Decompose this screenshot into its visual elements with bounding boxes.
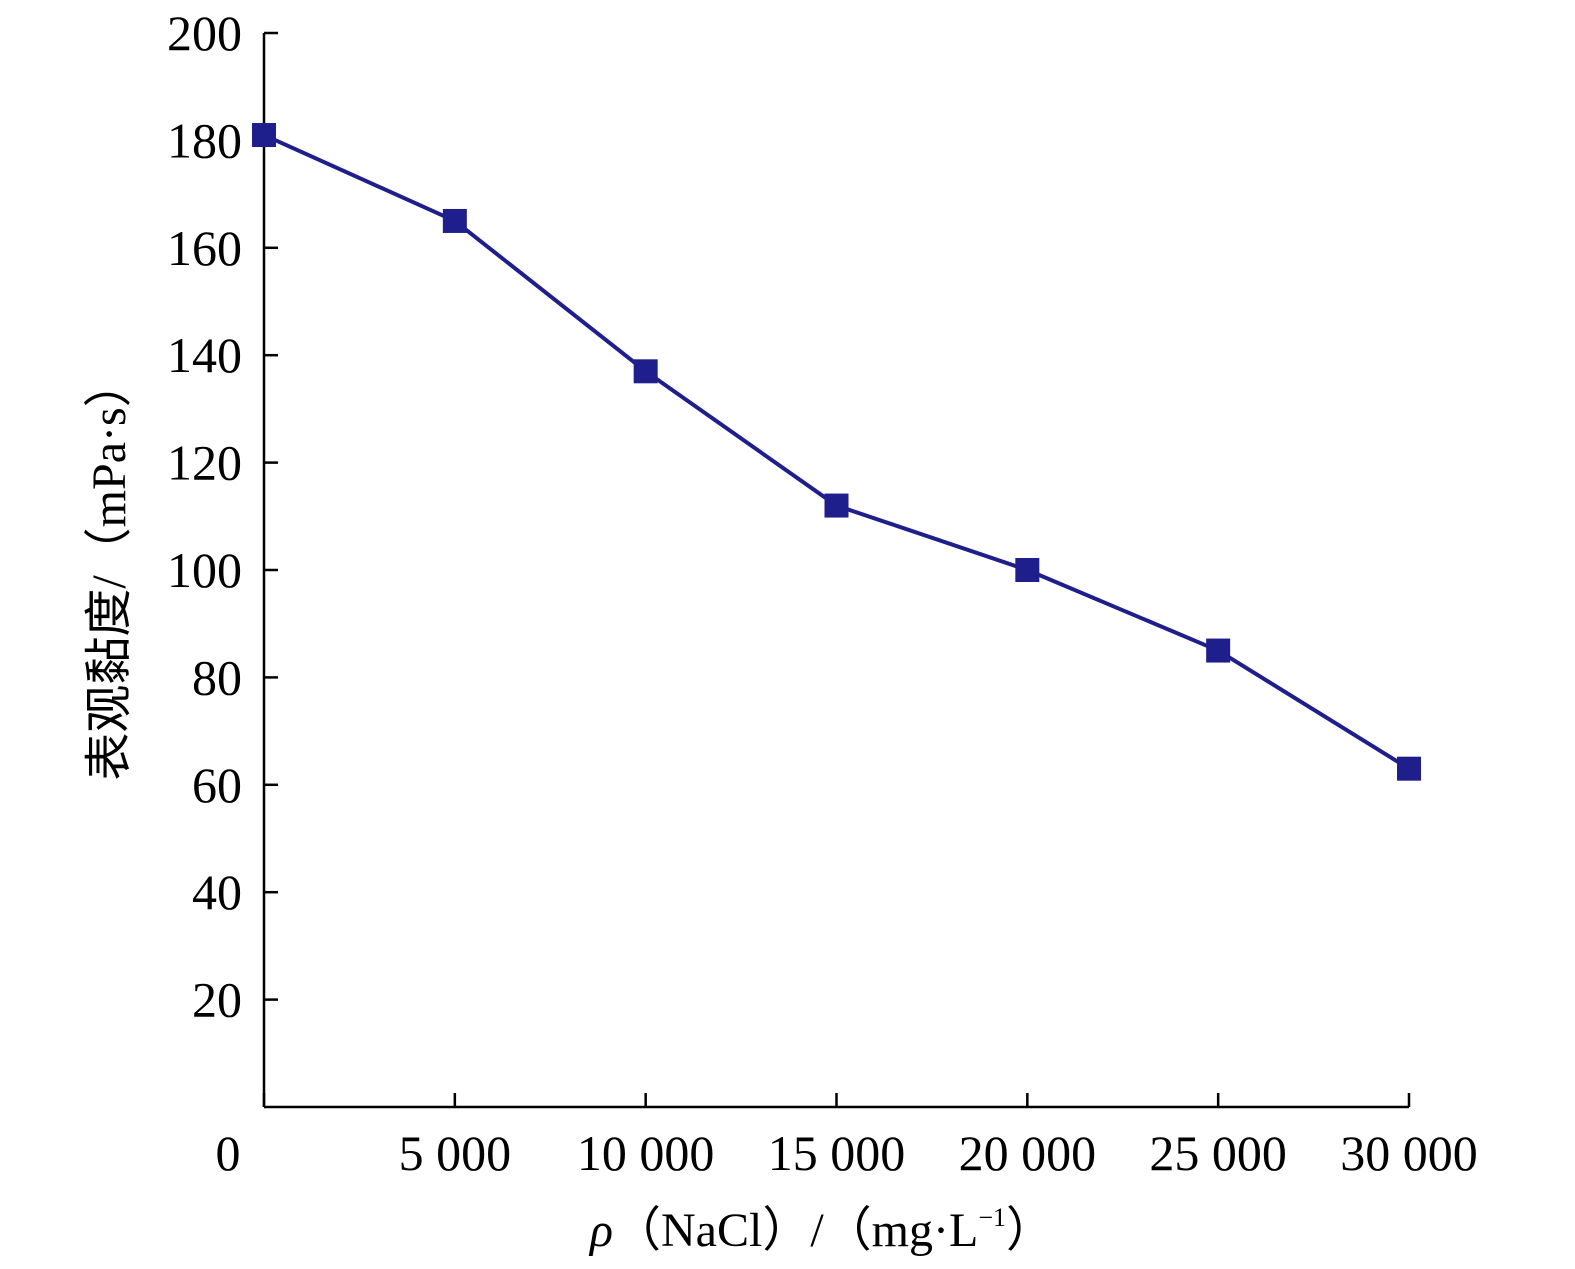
y-tick-label: 40 [192,864,242,920]
y-tick-label: 200 [167,5,242,61]
x-axis-title-sup: −1 [978,1203,1006,1232]
y-tick-label: 180 [167,112,242,168]
y-axis-ticks: 20 40 60 80 100 120 140 160 180 200 [167,5,278,1028]
x-tick-label: 25 000 [1149,1125,1287,1181]
x-axis-ticks: 0 5 000 10 000 15 000 20 000 25 000 30 000 [216,1093,1478,1181]
y-tick-label: 100 [167,542,242,598]
data-point-marker [442,208,467,233]
x-tick-label: 15 000 [768,1125,906,1181]
y-tick-label: 20 [192,972,242,1028]
x-axis-title-text: （NaCl）/（mg·L [613,1204,978,1257]
y-tick-label: 160 [167,220,242,276]
data-point-marker [1397,756,1421,781]
data-point-marker [824,493,849,518]
data-point-marker [252,123,276,148]
x-axis-title-symbol: ρ [588,1204,613,1257]
y-tick-label: 60 [192,757,242,813]
x-axis-title: ρ（NaCl）/（mg·L−1） [588,1203,1054,1257]
y-axis-title: 表观黏度/（mPa·s） [83,359,136,780]
series-line [263,133,1411,771]
x-tick-label: 5 000 [399,1125,512,1181]
y-tick-label: 120 [167,435,242,491]
x-tick-label: 0 [216,1125,241,1181]
x-tick-label: 30 000 [1340,1125,1478,1181]
data-point-marker [1015,558,1040,582]
x-tick-label: 20 000 [959,1125,1097,1181]
x-axis-title-end: ） [1006,1204,1054,1257]
series-layer [252,123,1421,781]
axes [262,33,1409,1109]
data-point-marker [633,359,658,384]
data-point-marker [1206,638,1231,663]
y-tick-label: 140 [167,327,242,383]
y-tick-label: 80 [192,649,242,705]
x-tick-label: 10 000 [577,1125,715,1181]
